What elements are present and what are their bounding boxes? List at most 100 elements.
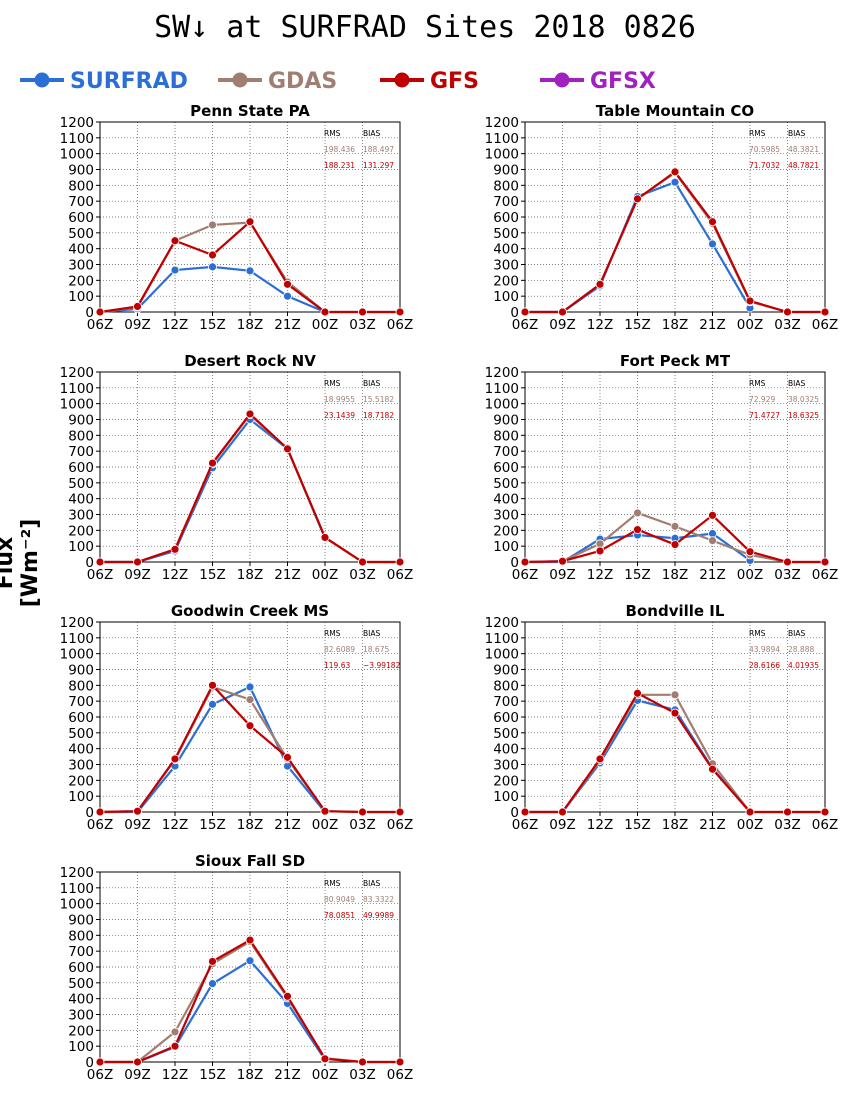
stats-rms-gfs: 78.0851 bbox=[324, 911, 355, 920]
data-point bbox=[283, 752, 292, 762]
stats-rms-gfs: 188.231 bbox=[324, 161, 355, 170]
y-tick-label: 600 bbox=[68, 710, 94, 726]
x-tick-label: 06Z bbox=[812, 567, 838, 582]
x-tick-label: 09Z bbox=[124, 317, 150, 332]
stats-rms-gfs: 23.1439 bbox=[324, 411, 355, 420]
stats-header-rms: RMS bbox=[324, 629, 341, 638]
legend-marker bbox=[34, 72, 50, 88]
y-tick-label: 700 bbox=[68, 194, 94, 210]
data-point bbox=[633, 525, 642, 534]
x-tick-label: 15Z bbox=[624, 817, 650, 832]
y-tick-label: 1000 bbox=[60, 397, 94, 413]
data-point bbox=[133, 806, 142, 816]
panel-title: Sioux Fall SD bbox=[195, 852, 305, 870]
y-tick-label: 300 bbox=[68, 508, 94, 524]
y-tick-label: 0 bbox=[510, 555, 519, 571]
legend-marker bbox=[394, 72, 410, 88]
data-point bbox=[208, 957, 217, 966]
stats-bias-gdas: 28.888 bbox=[788, 645, 814, 654]
x-tick-label: 21Z bbox=[274, 567, 300, 582]
stats-rms-gdas: 70.5985 bbox=[749, 145, 780, 154]
x-tick-label: 03Z bbox=[349, 817, 375, 832]
data-point bbox=[395, 1057, 405, 1067]
date-label: 26AUG bbox=[78, 331, 121, 332]
data-point bbox=[708, 239, 717, 249]
data-point bbox=[283, 291, 292, 301]
legend-label: GDAS bbox=[268, 69, 337, 94]
stats-rms-gfs: 28.6166 bbox=[749, 661, 780, 670]
data-point bbox=[95, 307, 105, 317]
y-tick-label: 500 bbox=[493, 226, 519, 242]
x-tick-label: 12Z bbox=[162, 317, 188, 332]
data-point bbox=[595, 546, 605, 556]
data-point bbox=[670, 177, 680, 187]
data-point bbox=[170, 1027, 180, 1037]
x-tick-label: 06Z bbox=[87, 567, 113, 582]
data-point bbox=[208, 220, 217, 230]
data-point bbox=[208, 680, 217, 690]
data-point bbox=[245, 935, 255, 945]
x-tick-label: 00Z bbox=[312, 317, 338, 332]
x-tick-label: 18Z bbox=[662, 817, 688, 832]
panel-title: Penn State PA bbox=[190, 102, 310, 120]
y-tick-label: 100 bbox=[493, 539, 519, 555]
date-label: 27AUG bbox=[303, 581, 346, 582]
stats-rms-gfs: 71.4727 bbox=[749, 411, 780, 420]
data-point bbox=[395, 807, 405, 817]
x-tick-label: 03Z bbox=[349, 567, 375, 582]
data-point bbox=[95, 557, 105, 567]
y-tick-label: 200 bbox=[493, 523, 519, 539]
x-tick-label: 00Z bbox=[737, 317, 763, 332]
stats-rms-gdas: 82.6089 bbox=[324, 645, 355, 654]
data-point bbox=[820, 307, 830, 317]
stats-bias-gfs: 18.6325 bbox=[788, 411, 819, 420]
y-tick-label: 1200 bbox=[60, 115, 94, 131]
data-point bbox=[820, 807, 830, 817]
data-point bbox=[245, 682, 255, 692]
data-point bbox=[745, 807, 755, 817]
series-line bbox=[100, 413, 400, 564]
legend-item-gfs: GFS bbox=[380, 69, 479, 94]
y-tick-label: 300 bbox=[68, 758, 94, 774]
panel-title: Desert Rock NV bbox=[184, 352, 316, 370]
data-point bbox=[133, 557, 142, 567]
x-tick-label: 12Z bbox=[587, 317, 613, 332]
data-point bbox=[208, 458, 217, 468]
y-tick-label: 700 bbox=[68, 444, 94, 460]
y-tick-label: 500 bbox=[68, 726, 94, 742]
data-point bbox=[208, 699, 217, 709]
y-tick-label: 0 bbox=[510, 305, 519, 321]
y-tick-label: 400 bbox=[68, 742, 94, 758]
y-tick-label: 1200 bbox=[485, 115, 519, 131]
data-point bbox=[670, 167, 680, 177]
x-tick-label: 21Z bbox=[699, 817, 725, 832]
series-gfs bbox=[95, 409, 405, 567]
y-tick-label: 900 bbox=[68, 663, 94, 679]
y-tick-label: 600 bbox=[493, 710, 519, 726]
x-tick-label: 21Z bbox=[699, 567, 725, 582]
data-point bbox=[208, 979, 217, 989]
data-point bbox=[595, 279, 605, 289]
y-tick-label: 500 bbox=[68, 976, 94, 992]
x-tick-label: 15Z bbox=[199, 1067, 225, 1082]
date-label: 26AUG bbox=[78, 831, 121, 832]
y-tick-label: 300 bbox=[68, 258, 94, 274]
date-label: 27AUG bbox=[728, 581, 771, 582]
stats-rms-gfs: 119.63 bbox=[324, 661, 350, 670]
y-tick-label: 200 bbox=[493, 273, 519, 289]
legend-item-surfrad: SURFRAD bbox=[20, 69, 188, 94]
stats-bias-gdas: 48.3821 bbox=[788, 145, 819, 154]
y-tick-label: 1100 bbox=[60, 131, 94, 147]
y-tick-label: 700 bbox=[493, 444, 519, 460]
data-point bbox=[245, 217, 255, 227]
y-tick-label: 800 bbox=[68, 428, 94, 444]
stats-bias-gfs: 4.01935 bbox=[788, 661, 819, 670]
date-label: 26AUG bbox=[503, 581, 546, 582]
legend-label: GFSX bbox=[590, 69, 656, 94]
y-tick-label: 800 bbox=[493, 428, 519, 444]
data-point bbox=[283, 991, 292, 1001]
y-tick-label: 900 bbox=[68, 163, 94, 179]
stats-header-rms: RMS bbox=[749, 379, 766, 388]
y-tick-label: 1000 bbox=[485, 147, 519, 163]
data-point bbox=[558, 307, 567, 317]
